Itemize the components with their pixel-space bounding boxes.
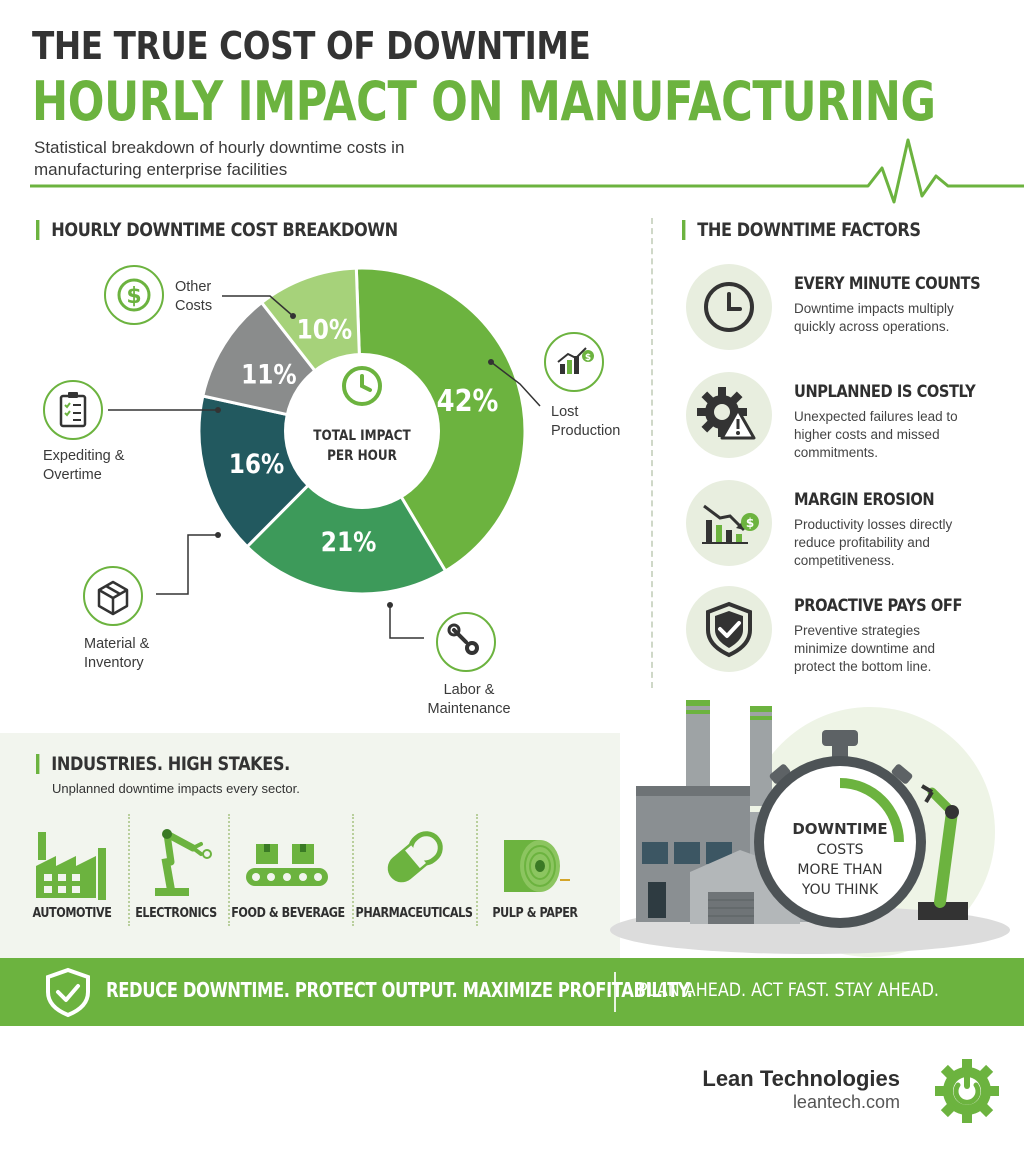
stopwatch-text-3: MORE THAN (797, 862, 882, 878)
pie-data-label-1: 21% (321, 527, 377, 558)
heartbeat-line-icon (30, 138, 1024, 204)
factor-desc: Unexpected failures lead to higher costs… (794, 409, 958, 460)
svg-text:$: $ (746, 516, 754, 530)
factor-every-minute: EVERY MINUTE COUNTS Downtime impacts mul… (686, 264, 1016, 360)
robot-arm-icon (145, 818, 255, 928)
brand-name: Lean Technologies (702, 1066, 900, 1091)
factor-proactive: PROACTIVE PAYS OFF Preventive strategies… (686, 586, 1016, 682)
factory-stopwatch-illustration: DOWNTIME COSTS MORE THAN YOU THINK (610, 700, 1010, 957)
clock-icon (342, 366, 382, 406)
legend-label-1: Labor & (444, 682, 495, 698)
legend-label-2: Inventory (84, 655, 144, 671)
pie-center-disc (284, 353, 440, 509)
pie-data-label-4: 10% (297, 314, 353, 345)
leader-line-other (222, 295, 294, 317)
factors-section-heading: THE DOWNTIME FACTORS (682, 220, 921, 240)
legend-icon-circle-2 (83, 566, 143, 626)
title-line-2: HOURLY IMPACT ON MANUFACTURING (32, 70, 936, 133)
industry-divider (228, 814, 230, 926)
factory-icon (30, 818, 140, 928)
dollar-coin-icon: $ (117, 278, 151, 312)
legend-label-1: Maintenance (427, 701, 510, 717)
factor-title: MARGIN EROSION (794, 490, 935, 510)
legend-label-3: Overtime (43, 467, 102, 483)
industry-label: PHARMACEUTICALS (355, 906, 473, 921)
industry-label: AUTOMOTIVE (32, 906, 112, 921)
bottom-banner (0, 958, 1024, 1026)
industries-heading: INDUSTRIES. HIGH STAKES. (36, 754, 290, 774)
legend-icon-circle-3 (43, 380, 103, 440)
pie-data-label-0: 42% (437, 383, 499, 418)
shield-check-icon (46, 967, 90, 1018)
factor-title: EVERY MINUTE COUNTS (794, 274, 981, 294)
pie-section-heading: HOURLY DOWNTIME COST BREAKDOWN (36, 220, 398, 240)
industry-label: ELECTRONICS (135, 906, 217, 921)
legend-label-4: Other (175, 279, 211, 295)
banner-left-text: REDUCE DOWNTIME. PROTECT OUTPUT. MAXIMIZ… (106, 978, 693, 1002)
legend-label-0: Production (551, 423, 620, 439)
wrench-gear-icon (447, 623, 479, 655)
leader-line-labor (389, 605, 424, 639)
stopwatch-text-1: DOWNTIME (792, 820, 887, 838)
stopwatch-text-2: COSTS (816, 842, 863, 858)
subtitle: Statistical breakdown of hourly downtime… (34, 138, 405, 179)
industry-label: PULP & PAPER (492, 906, 578, 921)
pie-center-label-2: PER HOUR (327, 448, 397, 464)
factor-desc: Preventive strategies minimize downtime … (794, 623, 936, 674)
clock-icon (686, 264, 772, 350)
industry-divider (352, 814, 354, 926)
clipboard-icon (59, 392, 87, 428)
capsule-icon (380, 818, 490, 928)
legend-label-3: Expediting & (43, 448, 125, 464)
title-line-1: THE TRUE COST OF DOWNTIME (32, 24, 591, 68)
declining-chart-icon: $ (686, 480, 772, 566)
leader-line-lost (490, 361, 541, 407)
industries-subheading: Unplanned downtime impacts every sector. (52, 781, 300, 796)
leader-line-material (156, 534, 218, 595)
growth-chart-icon: $ (557, 347, 594, 374)
pie-chart: TOTAL IMPACT PER HOUR 42% 21% 16% 11%10% $ L… (43, 265, 620, 717)
conveyor-icon (244, 818, 354, 928)
power-gear-logo-icon (935, 1059, 999, 1123)
factor-title: UNPLANNED IS COSTLY (794, 382, 976, 402)
factor-margin-erosion: $ MARGIN EROSION Productivity losses dir… (686, 480, 1016, 576)
legend-label-4: Costs (175, 298, 212, 314)
svg-text:$: $ (126, 284, 141, 309)
industry-divider (128, 814, 130, 926)
legend-label-2: Material & (84, 636, 150, 652)
paper-roll-icon (500, 818, 610, 928)
factor-desc: Downtime impacts multiply quickly across… (794, 301, 954, 334)
legend-label-0: Lost (551, 404, 578, 420)
legend-icon-circle-4 (104, 265, 164, 325)
svg-text:$: $ (585, 353, 591, 363)
shield-check-icon (686, 586, 772, 672)
section-divider (651, 218, 653, 688)
box-icon (97, 580, 129, 616)
gear-warning-icon (686, 372, 772, 458)
pie-center-label-1: TOTAL IMPACT (313, 428, 410, 444)
industry-label: FOOD & BEVERAGE (231, 906, 345, 921)
banner-right-text: PLAN AHEAD. ACT FAST. STAY AHEAD. (638, 979, 939, 1001)
pie-data-label-2: 16% (229, 448, 285, 479)
brand-url: leantech.com (792, 1092, 900, 1112)
industry-divider (476, 814, 478, 926)
factor-unplanned: UNPLANNED IS COSTLY Unexpected failures … (686, 372, 1016, 468)
banner-divider (614, 972, 616, 1012)
pie-data-label-3: 11% (241, 359, 297, 390)
pie-slice-0 (354, 266, 527, 574)
factor-title: PROACTIVE PAYS OFF (794, 596, 963, 616)
factor-desc: Productivity losses directly reduce prof… (794, 517, 953, 568)
stopwatch-text-4: YOU THINK (801, 882, 879, 898)
pie-slice-1 (245, 428, 448, 596)
